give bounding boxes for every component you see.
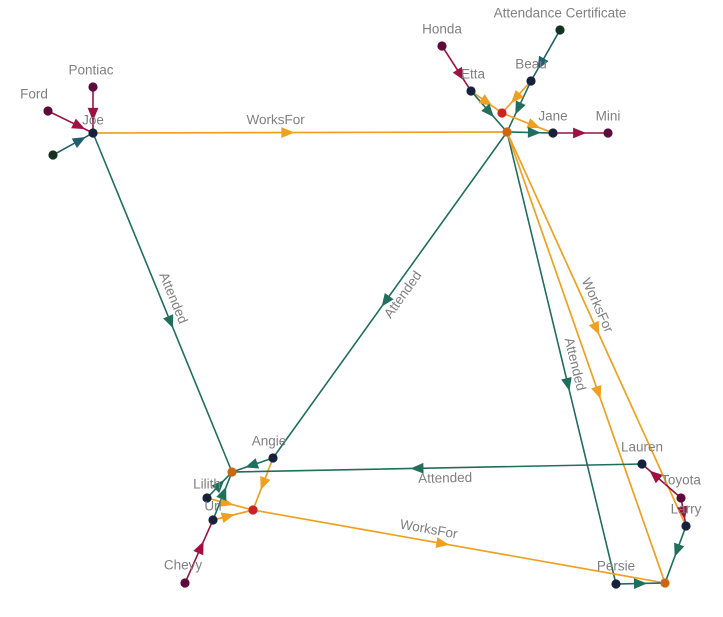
edge-arrowhead: [633, 578, 647, 590]
edge-arrowhead: [510, 89, 524, 104]
graph-node-lauren[interactable]: [637, 459, 647, 469]
edge-arrowhead: [193, 541, 204, 556]
edge-arrowhead: [591, 384, 602, 400]
node-label-attendance-certificate: Attendance Certificate: [494, 6, 627, 21]
edge-arrowhead: [381, 292, 394, 307]
edge-arrowhead: [515, 100, 526, 115]
node-label-chevy: Chevy: [164, 558, 203, 573]
edge-arrowhead: [526, 118, 541, 129]
edge-arrowhead: [220, 512, 235, 523]
edge-label: Attended: [418, 470, 472, 486]
graph-node[interactable]: [497, 108, 507, 118]
edge-arrowhead: [163, 314, 174, 329]
node-label-mini: Mini: [596, 109, 621, 124]
arrowheads-layer: [71, 55, 688, 590]
edge-arrowhead: [216, 486, 227, 501]
graph-node-chevy[interactable]: [180, 578, 190, 588]
node-label-etta: Etta: [461, 67, 486, 82]
graph-edge: [235, 463, 639, 473]
edge-arrowhead: [452, 66, 465, 81]
graph-node-attendance-certificate[interactable]: [555, 25, 565, 35]
graph-node-etta[interactable]: [466, 86, 476, 96]
graph-node-joe[interactable]: [88, 128, 98, 138]
edge-arrowhead: [281, 127, 295, 138]
graph-node[interactable]: [502, 127, 512, 137]
edge-arrowhead: [677, 505, 688, 520]
graph-edge: [443, 49, 470, 88]
graph-node-larry[interactable]: [681, 521, 691, 531]
graph-edge: [507, 135, 665, 580]
graph-node-lilith[interactable]: [202, 493, 212, 503]
node-label-lauren: Lauren: [621, 440, 663, 455]
graph-node-angie[interactable]: [268, 453, 278, 463]
edge-arrowhead: [478, 94, 493, 107]
graph-edge: [505, 113, 550, 133]
graph-node-jane[interactable]: [548, 128, 558, 138]
node-label-honda: Honda: [422, 22, 462, 37]
edge-arrowhead: [260, 475, 271, 491]
edge-arrowhead: [537, 55, 549, 70]
graph-edge: [507, 135, 616, 581]
edge-arrowhead: [588, 320, 600, 335]
edge-arrowhead: [435, 537, 450, 548]
graph-node[interactable]: [48, 150, 58, 160]
graph-edge: [256, 509, 662, 584]
node-label-jane: Jane: [538, 109, 567, 124]
node-labels-layer: Ford Pontiac Joe Honda Etta Attendance Certif…: [20, 6, 702, 574]
node-label-lilith: Lilith: [193, 477, 221, 492]
edge-label: Attended: [156, 270, 190, 326]
edge-arrowhead: [527, 127, 541, 138]
graph-edge: [274, 134, 506, 456]
node-label-pontiac: Pontiac: [68, 63, 113, 78]
edge-arrowhead: [211, 479, 225, 494]
graph-node-mini[interactable]: [603, 128, 613, 138]
nodes-layer: [43, 25, 691, 589]
graph-node[interactable]: [248, 505, 258, 515]
graph-edge: [96, 131, 504, 134]
node-label-joe: Joe: [82, 113, 104, 128]
edge-arrowhead: [410, 462, 424, 474]
edges-layer: [51, 33, 686, 585]
node-label-persie: Persie: [597, 559, 635, 574]
node-label-ford: Ford: [20, 87, 48, 102]
graph-node-honda[interactable]: [437, 41, 447, 51]
graph-node-toyota[interactable]: [676, 493, 686, 503]
edge-arrowhead: [573, 127, 587, 139]
edge-arrowhead: [481, 103, 494, 118]
edge-arrowhead: [561, 376, 572, 391]
edge-arrowhead: [674, 542, 685, 557]
graph-node[interactable]: [660, 578, 670, 588]
graph-edge: [532, 33, 559, 78]
node-label-toyota: Toyota: [661, 473, 701, 488]
graph-edge: [93, 136, 232, 469]
edge-arrowhead: [71, 118, 86, 130]
graph-node-persie[interactable]: [611, 579, 621, 589]
edge-arrowhead: [87, 107, 99, 121]
edge-label: WorksFor: [247, 112, 306, 127]
graph-node-ford[interactable]: [43, 106, 53, 116]
node-label-angie: Angie: [252, 434, 287, 449]
node-label-larry: Larry: [671, 502, 702, 517]
graph-node-pontiac[interactable]: [88, 82, 98, 92]
graph-node-beau[interactable]: [526, 76, 536, 86]
edge-arrowhead: [71, 137, 86, 148]
edge-arrowhead: [649, 470, 663, 484]
node-label-beau: Beau: [515, 57, 547, 72]
edge-arrowhead: [245, 458, 260, 469]
graph-node[interactable]: [227, 467, 237, 477]
node-label-uri: Uri: [204, 499, 221, 514]
graph-node-uri[interactable]: [208, 515, 218, 525]
